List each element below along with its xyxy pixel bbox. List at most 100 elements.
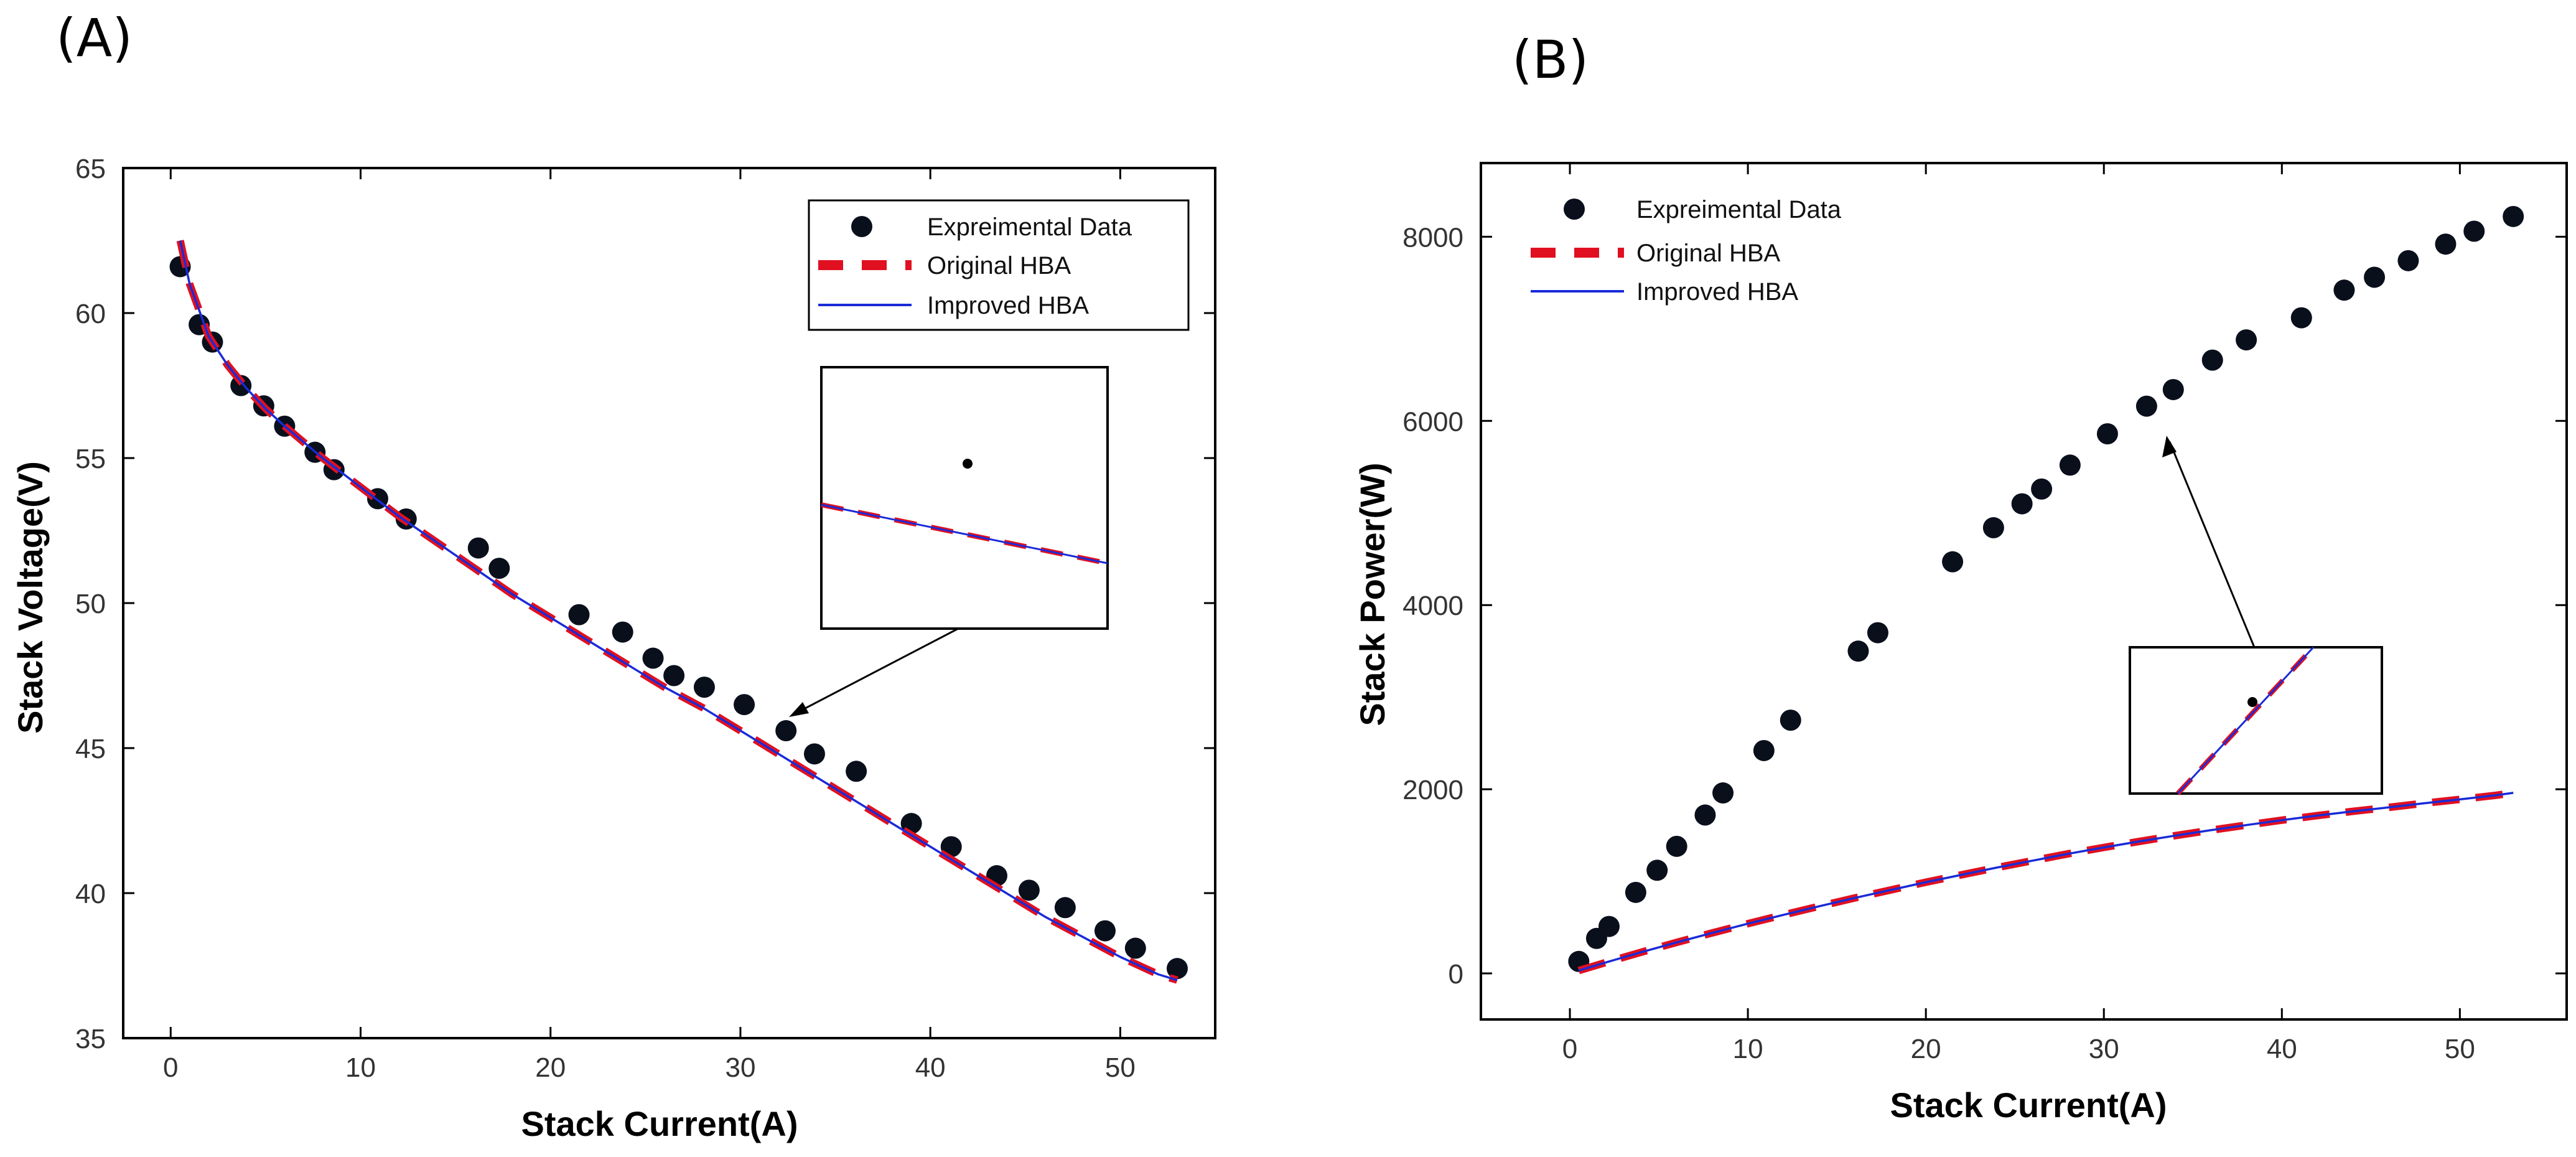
improved-hba-line bbox=[1578, 792, 2514, 972]
data-point bbox=[1867, 622, 1888, 644]
legend-b-item-expt: Expreimental Data bbox=[1636, 196, 1842, 223]
x-tick-label: 40 bbox=[2267, 1034, 2297, 1064]
data-point bbox=[1666, 835, 1687, 857]
panel-b: (B) 0 10 20 30 40 50 0 2000 4000 6000 8000 Stack C… bbox=[1353, 29, 2568, 1125]
data-point bbox=[1712, 782, 1734, 804]
x-tick-label: 10 bbox=[1733, 1034, 1763, 1064]
data-point bbox=[693, 677, 715, 698]
data-point bbox=[2463, 220, 2485, 242]
x-tick-label: 50 bbox=[1105, 1052, 1136, 1083]
x-tick-label: 10 bbox=[345, 1052, 376, 1083]
y-tick-label: 65 bbox=[75, 154, 106, 184]
legend-b-marker-icon bbox=[1564, 199, 1585, 220]
panel-a-xlabel: Stack Current(A) bbox=[521, 1104, 798, 1143]
data-point bbox=[1694, 804, 1716, 826]
legend-a-marker-icon bbox=[851, 216, 872, 237]
data-point bbox=[846, 761, 867, 782]
data-point bbox=[2290, 307, 2312, 329]
y-tick-label: 35 bbox=[75, 1024, 106, 1054]
inset-a-box bbox=[820, 366, 1109, 630]
data-point bbox=[2397, 250, 2419, 271]
y-tick-label: 0 bbox=[1449, 959, 1463, 990]
data-point bbox=[1942, 551, 1964, 573]
y-tick-label: 60 bbox=[75, 299, 106, 329]
data-point bbox=[2135, 395, 2157, 417]
data-point bbox=[2059, 454, 2081, 476]
panel-b-xlabel: Stack Current(A) bbox=[1890, 1085, 2167, 1125]
legend-a: Expreimental Data Original HBA Improved … bbox=[808, 199, 1190, 331]
data-point bbox=[568, 604, 590, 625]
data-point bbox=[1625, 881, 1646, 903]
legend-b: Expreimental Data Original HBA Improved … bbox=[1531, 196, 1842, 306]
inset-b-arrow bbox=[2168, 441, 2256, 648]
data-point bbox=[488, 558, 510, 579]
data-point bbox=[1166, 958, 1188, 980]
panel-a-label: (A) bbox=[56, 7, 133, 68]
legend-a-item-improved: Improved HBA bbox=[927, 292, 1089, 319]
x-tick-label: 20 bbox=[535, 1052, 566, 1083]
data-point bbox=[1847, 640, 1869, 662]
panel-b-ylabel: Stack Power(W) bbox=[1353, 462, 1392, 726]
data-point bbox=[2201, 349, 2223, 371]
y-tick-label: 8000 bbox=[1402, 222, 1463, 253]
original-hba-line bbox=[1577, 789, 2514, 975]
y-tick-label: 50 bbox=[75, 589, 106, 619]
inset-a-arrowhead bbox=[789, 702, 809, 717]
legend-a-item-expt: Expreimental Data bbox=[927, 213, 1132, 241]
data-point bbox=[1598, 916, 1620, 937]
y-tick-label: 55 bbox=[75, 444, 106, 474]
y-tick-label: 40 bbox=[75, 879, 106, 909]
plot-a: 0 10 20 30 40 50 35 40 45 50 55 60 65 bbox=[75, 154, 1216, 1083]
data-point bbox=[642, 647, 664, 669]
inset-a-improved-line bbox=[821, 504, 1108, 564]
inset-b-point bbox=[2247, 697, 2257, 707]
data-point bbox=[1054, 897, 1076, 919]
data-point bbox=[1094, 920, 1116, 942]
plot-frame bbox=[1480, 162, 2568, 1021]
x-tick-label: 30 bbox=[725, 1052, 755, 1083]
inset-a bbox=[789, 366, 1109, 717]
inset-b-improved-line bbox=[2177, 646, 2315, 795]
data-point bbox=[2435, 233, 2457, 255]
data-point bbox=[1018, 879, 1040, 901]
data-point bbox=[775, 720, 797, 742]
inset-a-arrow bbox=[793, 627, 959, 716]
y-tick-label: 6000 bbox=[1402, 406, 1463, 437]
data-point bbox=[2333, 279, 2355, 301]
y-tick-label: 4000 bbox=[1402, 591, 1463, 621]
x-tick-label: 0 bbox=[1562, 1034, 1577, 1064]
x-tick-label: 30 bbox=[2089, 1034, 2119, 1064]
data-point bbox=[2236, 329, 2257, 351]
y-tick-label: 2000 bbox=[1402, 775, 1463, 805]
data-point bbox=[1646, 860, 1668, 881]
x-tick-label: 40 bbox=[915, 1052, 946, 1083]
legend-a-item-original: Original HBA bbox=[927, 252, 1071, 279]
data-point bbox=[612, 621, 633, 643]
inset-b-arrowhead bbox=[2162, 436, 2177, 457]
x-tick-label: 0 bbox=[163, 1052, 178, 1083]
data-point bbox=[2162, 378, 2184, 400]
inset-b-box bbox=[2129, 646, 2383, 795]
legend-b-item-improved: Improved HBA bbox=[1636, 278, 1798, 306]
y-tick-label: 45 bbox=[75, 734, 106, 764]
x-tick-label: 50 bbox=[2445, 1034, 2475, 1064]
inset-b bbox=[2129, 436, 2383, 795]
panel-a-ylabel: Stack Voltage(V) bbox=[11, 461, 50, 734]
data-point bbox=[803, 743, 825, 765]
data-point bbox=[1753, 739, 1775, 761]
plot-b: 0 10 20 30 40 50 0 2000 4000 6000 8000 bbox=[1402, 162, 2568, 1064]
data-point bbox=[2364, 266, 2386, 288]
data-point bbox=[1124, 937, 1146, 959]
improved-hba-line bbox=[179, 240, 1178, 981]
legend-b-item-original: Original HBA bbox=[1636, 240, 1781, 267]
data-point bbox=[2096, 423, 2118, 444]
x-tick-label: 20 bbox=[1911, 1034, 1941, 1064]
data-point bbox=[467, 537, 489, 559]
panel-a: (A) 0 10 20 30 40 50 35 40 45 50 55 60 65 Stack Curr… bbox=[11, 7, 1216, 1143]
panel-b-label: (B) bbox=[1512, 29, 1589, 90]
data-point bbox=[1982, 517, 2004, 538]
data-point bbox=[663, 665, 685, 686]
data-point bbox=[2503, 205, 2524, 227]
data-point bbox=[1780, 710, 1801, 731]
